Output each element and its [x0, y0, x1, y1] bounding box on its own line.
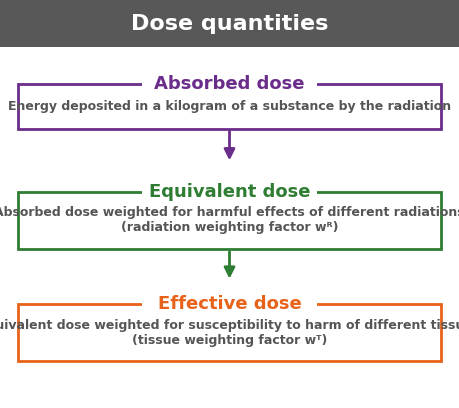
Bar: [18, 192, 441, 249]
Bar: [142, 79, 317, 89]
Bar: [0, 0, 459, 47]
Bar: [142, 299, 317, 309]
Text: Dose quantities: Dose quantities: [131, 13, 328, 34]
Bar: [18, 84, 441, 129]
Text: Absorbed dose: Absorbed dose: [154, 75, 305, 93]
Text: Equivalent dose: Equivalent dose: [149, 183, 310, 201]
Text: Effective dose: Effective dose: [157, 295, 302, 313]
Bar: [18, 304, 441, 361]
Bar: [142, 187, 317, 197]
Text: Equivalent dose weighted for susceptibility to harm of different tissues
(tissue: Equivalent dose weighted for susceptibil…: [0, 319, 459, 346]
Text: Energy deposited in a kilogram of a substance by the radiation: Energy deposited in a kilogram of a subs…: [8, 100, 451, 113]
Text: Absorbed dose weighted for harmful effects of different radiations
(radiation we: Absorbed dose weighted for harmful effec…: [0, 206, 459, 234]
